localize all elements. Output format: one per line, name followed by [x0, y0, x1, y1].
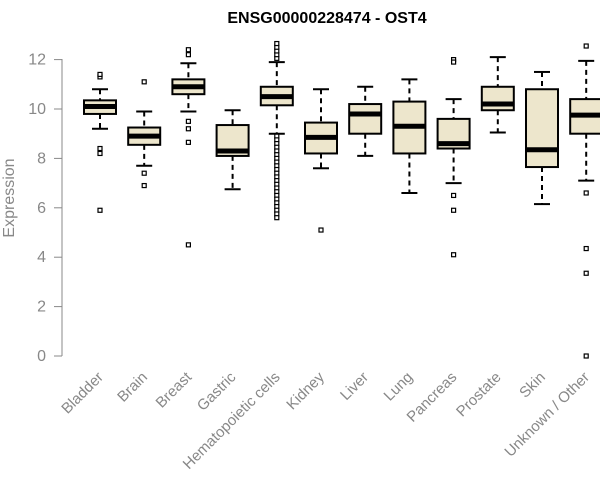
box-skin [525, 70, 559, 206]
outlier-point [583, 353, 589, 359]
x-tick-label: Liver [337, 369, 372, 404]
outlier-point [97, 150, 103, 157]
y-tick-label: 0 [37, 348, 46, 365]
box-gastric [215, 109, 250, 191]
x-tick-label: Lung [381, 369, 417, 405]
outlier-point [583, 270, 589, 276]
outlier-point [185, 242, 191, 248]
box-prostate [480, 56, 515, 134]
outlier-point [185, 126, 191, 132]
x-tick-label: Breast [153, 368, 196, 411]
x-tick-label: Bladder [58, 369, 107, 418]
outlier-point [185, 118, 191, 124]
x-tick-label: Unknown / Other [501, 369, 593, 461]
outlier-point [451, 252, 457, 258]
chart-title: ENSG00000228474 - OST4 [227, 10, 426, 27]
outlier-point [185, 47, 191, 53]
outlier-point [318, 227, 324, 233]
outlier-point [97, 71, 103, 78]
outlier-point [583, 190, 589, 196]
outlier-point [141, 170, 147, 176]
box-bladder [83, 71, 117, 213]
box-series [83, 40, 600, 359]
outlier-point [97, 207, 103, 213]
box-unknown-other [569, 43, 600, 359]
box-liver [348, 85, 383, 157]
outlier-point [451, 207, 457, 213]
y-axis-ticks: 0 2 4 6 8 10 12 [28, 52, 62, 365]
iqr-box [525, 88, 559, 169]
y-axis-label: Expression [1, 158, 18, 237]
y-tick-label: 12 [28, 52, 46, 69]
outlier-point [141, 79, 147, 85]
outlier-point [583, 245, 589, 252]
outlier-point [583, 43, 589, 49]
box-kidney [304, 88, 338, 233]
box-breast [171, 47, 206, 248]
outlier-point [451, 192, 457, 199]
y-tick-label: 8 [37, 150, 46, 167]
box-lung [392, 78, 427, 194]
x-tick-label: Brain [114, 369, 151, 406]
outlier-point [141, 182, 147, 189]
box-brain [127, 79, 162, 189]
x-tick-label: Kidney [283, 368, 328, 413]
outlier-point [451, 59, 457, 65]
iqr-box [348, 103, 383, 135]
iqr-box [480, 85, 515, 112]
y-tick-label: 4 [37, 249, 46, 266]
x-tick-label: Skin [516, 369, 549, 402]
y-tick-label: 10 [28, 101, 46, 118]
outlier-point [185, 52, 191, 58]
box-pancreas [436, 56, 471, 258]
y-tick-label: 6 [37, 200, 46, 217]
outlier-point [185, 139, 191, 145]
x-tick-label: Prostate [453, 369, 505, 421]
outlier-point [274, 215, 280, 221]
box-hematopoietic-cells [259, 40, 294, 221]
outlier-point [97, 145, 103, 152]
outlier-point [274, 40, 280, 47]
y-tick-label: 2 [37, 299, 46, 316]
